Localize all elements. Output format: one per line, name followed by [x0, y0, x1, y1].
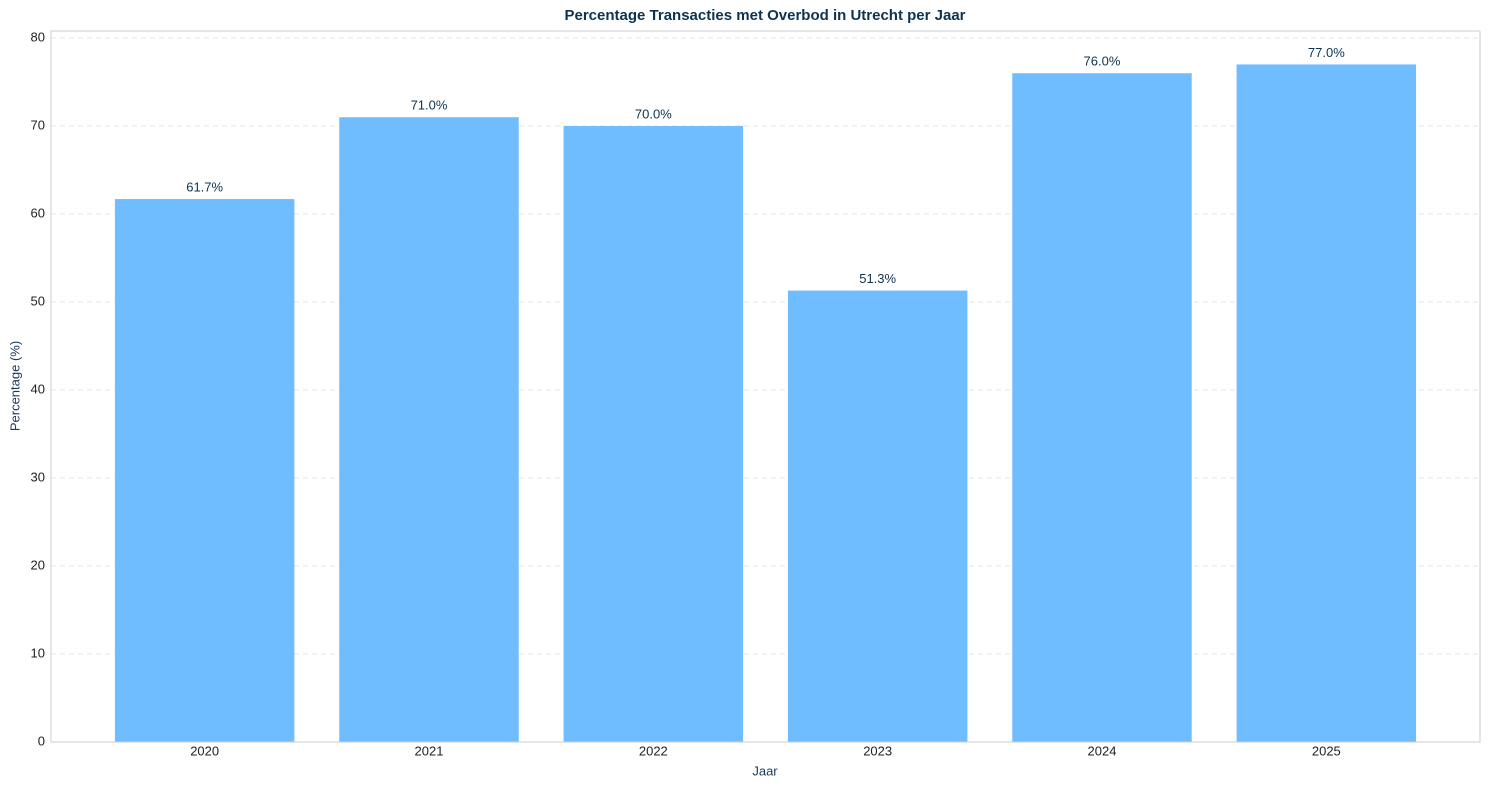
bar	[114, 199, 295, 742]
x-tick-label: 2024	[1088, 743, 1117, 758]
y-axis-label: Percentage (%)	[7, 341, 22, 431]
x-tick-label: 2023	[863, 743, 892, 758]
x-axis-label: Jaar	[752, 763, 778, 778]
x-tick-label: 2022	[639, 743, 668, 758]
plot-frame	[50, 30, 1481, 743]
chart-title: Percentage Transacties met Overbod in Ut…	[565, 7, 966, 24]
bar	[563, 126, 744, 742]
value-label: 70.0%	[635, 106, 672, 121]
value-label: 71.0%	[411, 98, 448, 113]
bar	[787, 290, 968, 742]
bar	[1236, 64, 1417, 743]
value-label: 76.0%	[1084, 54, 1121, 69]
value-label: 77.0%	[1308, 45, 1345, 60]
y-tick-label: 50	[31, 293, 45, 308]
plot: 0 10 20 30 40 50 60 70 80 2020 61.7% 2021 71.0% 2022 7…	[31, 29, 1480, 758]
value-label: 61.7%	[186, 180, 223, 195]
y-tick-label: 70	[31, 117, 45, 132]
y-tick-label: 40	[31, 381, 45, 396]
y-tick-label: 80	[31, 29, 45, 44]
bar	[339, 117, 519, 742]
bar	[1012, 73, 1192, 743]
x-tick-label: 2020	[190, 743, 219, 758]
y-tick-label: 0	[38, 733, 45, 748]
x-tick-label: 2021	[415, 743, 444, 758]
value-label: 51.3%	[859, 271, 896, 286]
y-tick-label: 20	[31, 557, 45, 572]
y-tick-label: 10	[31, 645, 45, 660]
y-tick-label: 30	[31, 469, 45, 484]
x-tick-label: 2025	[1312, 743, 1341, 758]
y-tick-label: 60	[31, 205, 45, 220]
